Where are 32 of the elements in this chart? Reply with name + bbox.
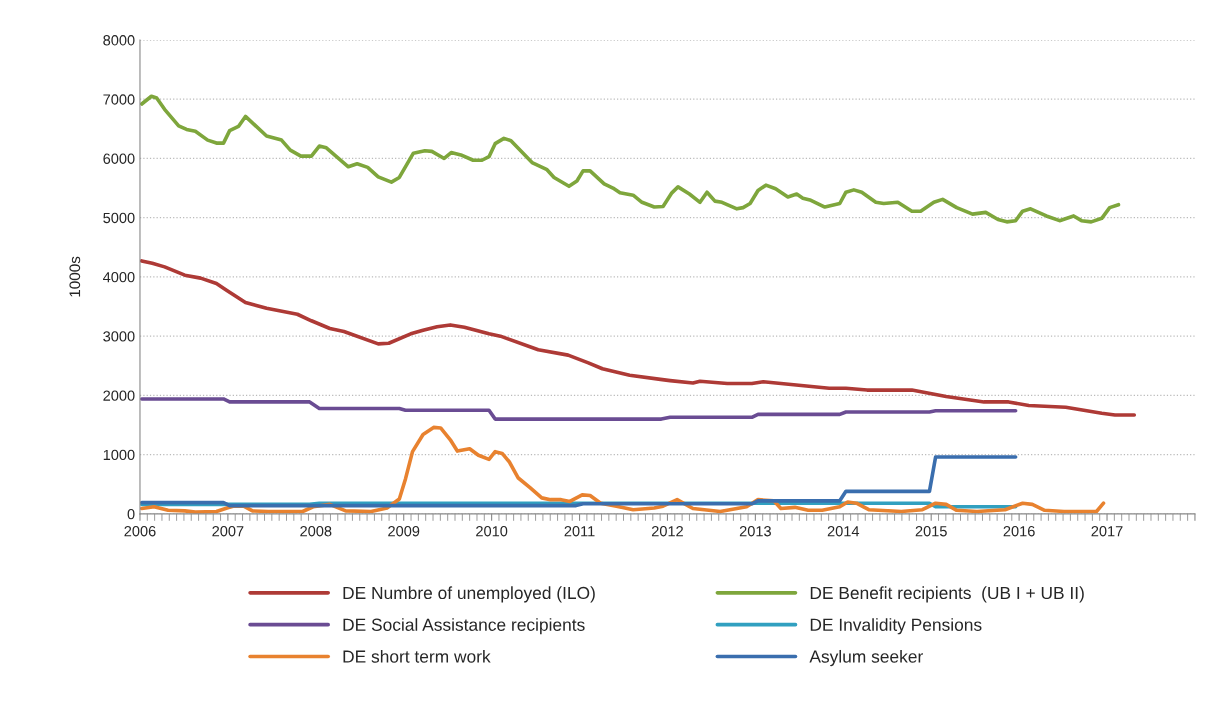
y-tick-label: 4000 (103, 272, 135, 283)
line-series (139, 94, 1121, 224)
x-tick-label: 2016 (1003, 526, 1035, 537)
y-tick-label: 5000 (103, 212, 135, 224)
y-tick-label: 8000 (103, 35, 135, 46)
x-tick-label: 2017 (1091, 526, 1123, 537)
y-tick-label: 2000 (103, 390, 135, 401)
line-series (139, 397, 1018, 421)
y-tick-label: 3000 (103, 331, 135, 342)
legend-label: DE short term work (343, 649, 491, 663)
y-axis-title: 1000s (69, 256, 81, 297)
x-tick-label: 2011 (564, 526, 595, 537)
x-tick-label: 2007 (212, 526, 244, 537)
legend-label: DE Numbre of unemployed (ILO) (343, 586, 595, 603)
x-tick-label: 2012 (651, 526, 683, 537)
y-tick-label: 7000 (103, 94, 135, 105)
x-tick-label: 2010 (476, 526, 508, 537)
y-tick-label: 0 (127, 508, 135, 520)
legend-label: Asylum seeker (809, 649, 923, 667)
x-tick-label: 2006 (124, 526, 156, 537)
x-tick-label: 2008 (300, 526, 332, 537)
x-tick-label: 2009 (388, 526, 420, 537)
line-series (139, 455, 1018, 508)
legend-label: DE Benefit recipients (UB I + UB II) (810, 586, 1084, 603)
y-tick-label: 1000 (103, 449, 135, 461)
x-tick-label: 2015 (915, 526, 947, 537)
x-tick-label: 2013 (739, 526, 771, 537)
legend-label: DE Invalidity Pensions (810, 618, 982, 635)
legend-label: DE Social Assistance recipients (343, 618, 585, 635)
y-tick-label: 6000 (103, 153, 135, 164)
x-tick-label: 2014 (827, 526, 860, 537)
line-series (139, 259, 1137, 417)
